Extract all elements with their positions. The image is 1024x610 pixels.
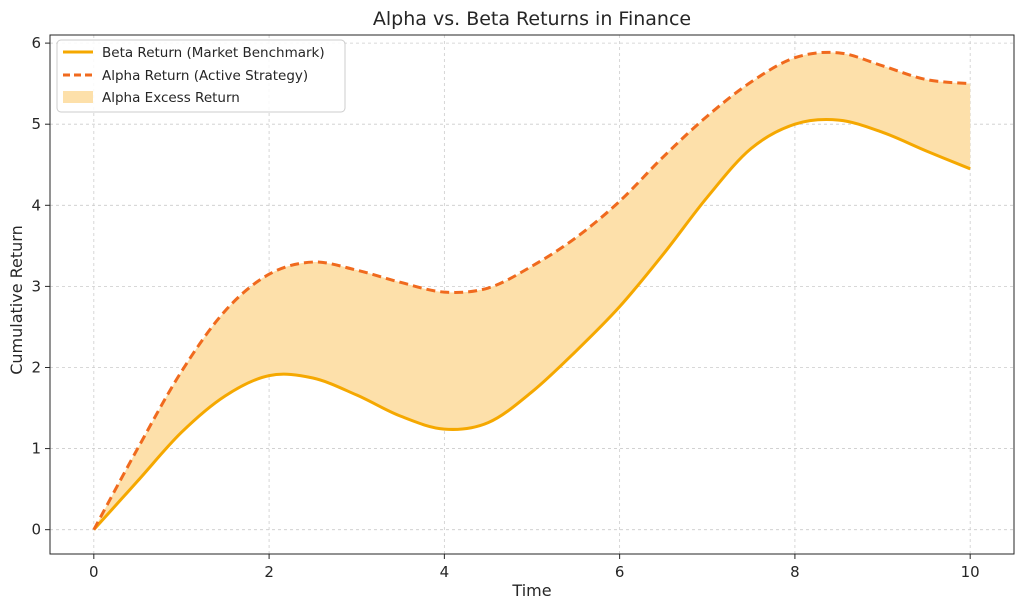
legend-box [56,39,346,113]
x-tick-label: 6 [615,563,625,581]
y-tick-label: 0 [31,521,41,539]
x-tick-label: 4 [440,563,450,581]
y-tick-label: 3 [31,277,41,295]
axes-frame [49,34,1015,555]
y-tick-label: 6 [31,34,41,52]
y-tick-label: 5 [31,115,41,133]
chart-title: Alpha vs. Beta Returns in Finance [373,8,691,30]
ticks: 0 2 4 6 8 10 0 1 2 3 4 5 6 [31,34,979,581]
legend-beta-label: Beta Return (Market Benchmark) [102,45,325,61]
x-tick-label: 0 [89,563,99,581]
legend-fill-swatch [63,91,93,103]
beta-return-line [92,118,971,531]
legend-fill-label: Alpha Excess Return [102,90,240,106]
legend: Beta Return (Market Benchmark) Alpha Ret… [56,39,346,113]
x-tick-label: 10 [961,563,980,581]
x-tick-label: 8 [790,563,800,581]
x-axis-label: Time [511,581,551,600]
y-tick-label: 4 [31,196,41,214]
alpha-excess-return-area [93,52,971,530]
alpha-return-line [92,50,971,531]
x-tick-label: 2 [264,563,274,581]
y-tick-label: 1 [31,440,41,458]
series-layer [92,50,971,531]
y-axis-label: Cumulative Return [7,225,26,375]
legend-alpha-label: Alpha Return (Active Strategy) [102,68,308,84]
y-tick-label: 2 [31,358,41,376]
